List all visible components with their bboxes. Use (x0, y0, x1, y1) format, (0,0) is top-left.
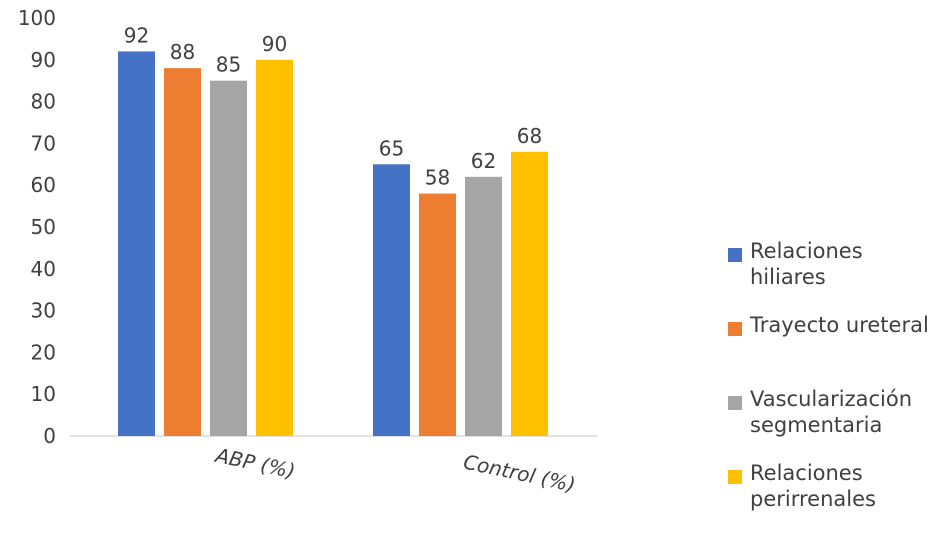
bar (373, 164, 410, 437)
data-label: 65 (379, 136, 404, 160)
bar (210, 80, 247, 436)
legend-item: Relaciones perirrenales (728, 460, 933, 534)
y-tick-label: 0 (43, 424, 56, 448)
bar (465, 176, 502, 436)
y-tick-label: 70 (31, 131, 56, 155)
data-label: 62 (471, 149, 496, 173)
data-label: 68 (517, 124, 542, 148)
data-label: 88 (170, 40, 195, 64)
y-tick-label: 60 (31, 173, 56, 197)
legend-item: Trayecto ureteral (728, 312, 933, 386)
data-label: 92 (124, 23, 149, 47)
bar (511, 151, 548, 436)
legend-item: Relaciones hiliares (728, 238, 933, 312)
data-label: 90 (262, 32, 287, 56)
y-tick-label: 40 (31, 257, 56, 281)
chart-legend: Relaciones hiliares Trayecto ureteral Vasc… (728, 238, 933, 534)
bar (256, 59, 293, 437)
y-tick-label: 50 (31, 215, 56, 239)
y-tick-label: 10 (31, 382, 56, 406)
legend-swatch (728, 396, 742, 410)
legend-label: Vascularización segmentaria (750, 387, 913, 437)
legend-swatch (728, 470, 742, 484)
bar-chart: 0 10 20 30 40 50 60 70 80 90 100 92 88 85 90 65 58 62 68 AB… (18, 6, 598, 497)
y-tick-label: 90 (31, 48, 56, 72)
legend-label: Relaciones hiliares (750, 239, 863, 289)
y-tick-label: 20 (31, 340, 56, 364)
legend-swatch (728, 248, 742, 262)
data-label: 85 (216, 53, 241, 77)
y-tick-label: 100 (18, 6, 56, 30)
data-label: 58 (425, 166, 450, 190)
legend-label: Trayecto ureteral (750, 313, 929, 337)
y-tick-label: 30 (31, 299, 56, 323)
bar (164, 68, 201, 436)
bar (118, 51, 155, 436)
legend-label: Relaciones perirrenales (750, 461, 876, 511)
legend-item: Vascularización segmentaria (728, 386, 933, 460)
category-label: Control (%) (461, 450, 577, 497)
bar (419, 193, 456, 436)
y-tick-label: 80 (31, 90, 56, 114)
legend-swatch (728, 322, 742, 336)
category-label: ABP (%) (212, 443, 298, 484)
